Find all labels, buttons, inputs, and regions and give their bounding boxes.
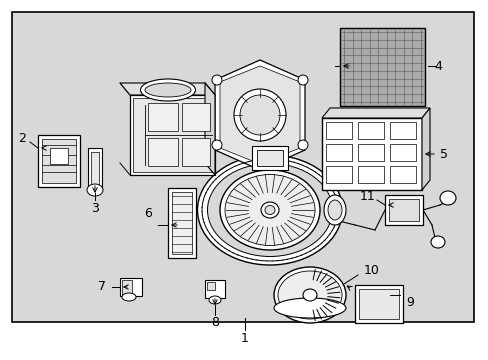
- Polygon shape: [120, 83, 215, 95]
- Ellipse shape: [303, 289, 316, 301]
- Bar: [172, 192, 192, 254]
- Bar: [389, 166, 415, 183]
- Bar: [325, 166, 351, 183]
- Ellipse shape: [327, 200, 341, 220]
- Bar: [251, 146, 287, 170]
- Ellipse shape: [122, 293, 136, 301]
- Polygon shape: [130, 95, 215, 175]
- Bar: [357, 122, 383, 139]
- Bar: [388, 199, 418, 221]
- Bar: [12, 12, 473, 322]
- Ellipse shape: [278, 271, 341, 319]
- Ellipse shape: [197, 155, 342, 265]
- Ellipse shape: [234, 89, 285, 141]
- Bar: [50, 148, 68, 164]
- Polygon shape: [421, 108, 429, 190]
- Ellipse shape: [261, 202, 279, 218]
- Ellipse shape: [273, 298, 346, 318]
- Text: 11: 11: [359, 189, 375, 202]
- Ellipse shape: [220, 170, 319, 250]
- Ellipse shape: [87, 184, 103, 196]
- Bar: [357, 144, 383, 161]
- Polygon shape: [133, 98, 212, 172]
- Bar: [389, 144, 415, 161]
- Bar: [38, 135, 80, 187]
- Text: 4: 4: [433, 59, 441, 72]
- Bar: [325, 122, 351, 139]
- Ellipse shape: [145, 83, 191, 97]
- Bar: [148, 103, 178, 131]
- Ellipse shape: [264, 206, 274, 215]
- Ellipse shape: [273, 267, 346, 323]
- Ellipse shape: [240, 95, 280, 135]
- Bar: [91, 152, 99, 186]
- Bar: [357, 166, 383, 183]
- Bar: [182, 138, 209, 166]
- Bar: [204, 280, 224, 298]
- Bar: [120, 278, 142, 296]
- Ellipse shape: [207, 163, 332, 257]
- Polygon shape: [321, 108, 429, 118]
- Text: 1: 1: [241, 332, 248, 345]
- Bar: [358, 289, 398, 319]
- Text: 7: 7: [98, 280, 106, 293]
- Polygon shape: [204, 83, 215, 175]
- Bar: [88, 148, 102, 190]
- Text: 8: 8: [210, 316, 219, 329]
- Polygon shape: [321, 118, 421, 190]
- Bar: [384, 195, 422, 225]
- Ellipse shape: [140, 79, 195, 101]
- Bar: [325, 144, 351, 161]
- Bar: [182, 103, 209, 131]
- Ellipse shape: [430, 236, 444, 248]
- Text: 3: 3: [91, 202, 99, 215]
- Bar: [148, 138, 178, 166]
- Bar: [206, 282, 215, 290]
- Text: 9: 9: [405, 297, 413, 310]
- Text: 10: 10: [364, 264, 379, 276]
- Ellipse shape: [212, 140, 222, 150]
- Ellipse shape: [297, 75, 307, 85]
- Text: 2: 2: [18, 131, 26, 144]
- Polygon shape: [220, 66, 299, 164]
- Bar: [42, 139, 76, 183]
- Ellipse shape: [439, 191, 455, 205]
- Bar: [354, 285, 402, 323]
- Bar: [257, 150, 283, 166]
- Ellipse shape: [224, 175, 314, 246]
- Ellipse shape: [297, 140, 307, 150]
- Polygon shape: [339, 28, 424, 106]
- Ellipse shape: [212, 75, 222, 85]
- Ellipse shape: [324, 195, 346, 225]
- Bar: [389, 122, 415, 139]
- Text: 6: 6: [144, 207, 152, 220]
- Bar: [168, 188, 196, 258]
- Ellipse shape: [208, 296, 221, 304]
- Text: 5: 5: [439, 148, 447, 161]
- Bar: [122, 280, 132, 294]
- Polygon shape: [215, 60, 305, 170]
